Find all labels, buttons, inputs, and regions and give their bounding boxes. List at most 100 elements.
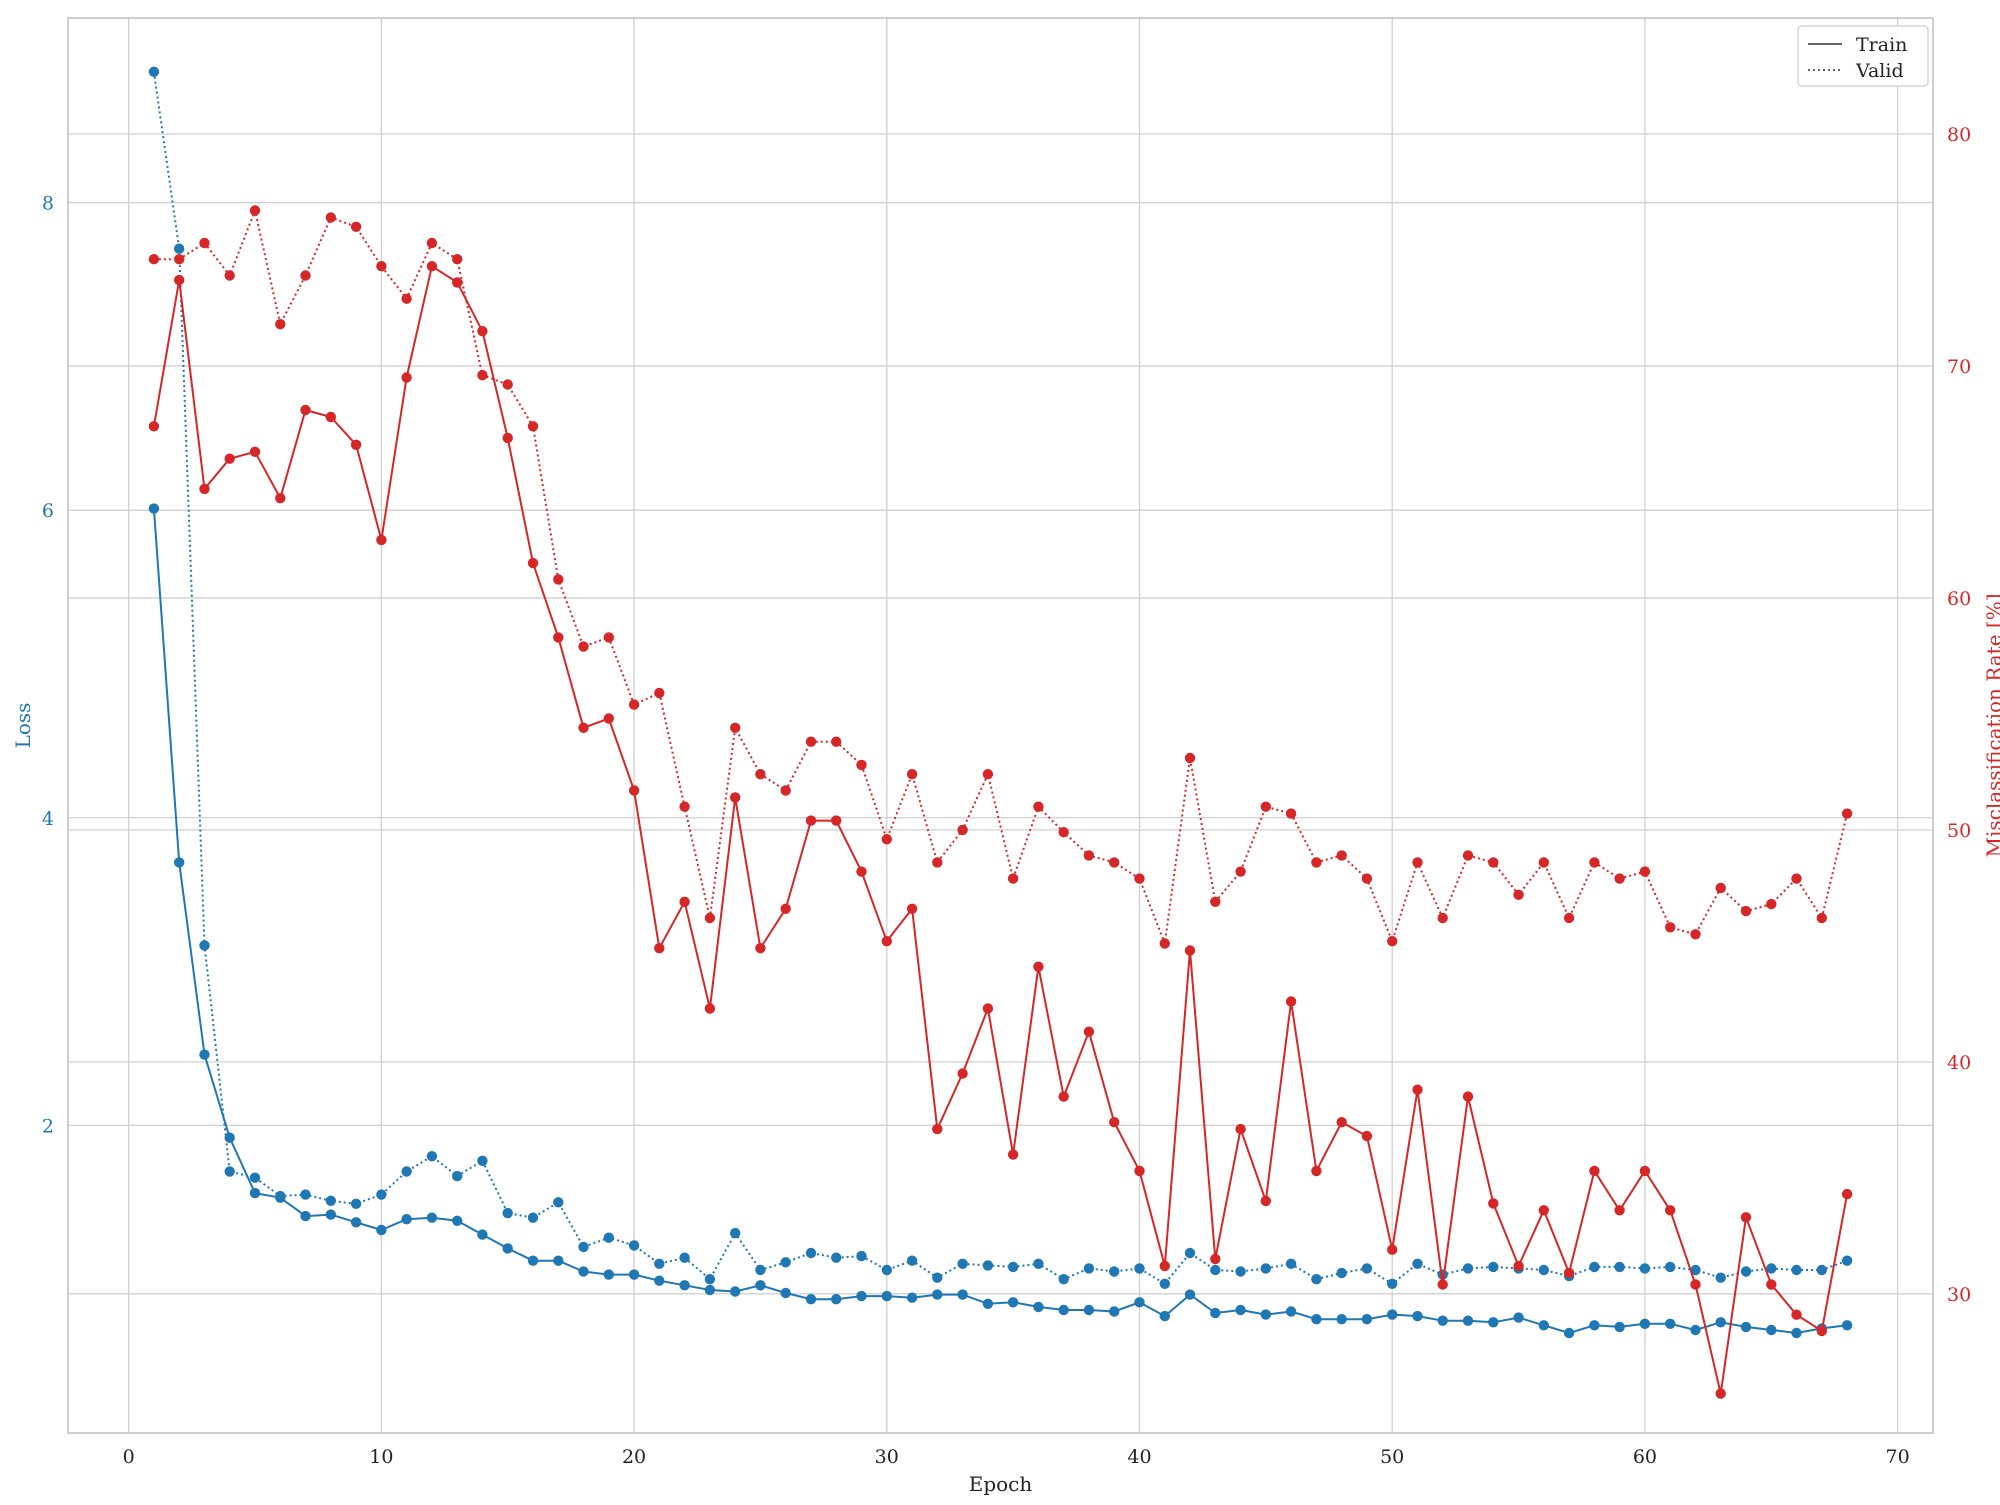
data-point-train-error xyxy=(1184,945,1196,956)
data-point-valid-loss xyxy=(1083,1263,1095,1274)
data-point-valid-loss xyxy=(932,1272,943,1283)
x-tick-label: 50 xyxy=(1380,1446,1404,1468)
data-point-train-loss xyxy=(1690,1324,1701,1336)
data-point-valid-loss xyxy=(376,1189,387,1200)
data-point-valid-error xyxy=(1841,808,1853,819)
data-point-valid-loss xyxy=(654,1258,665,1270)
data-point-valid-error xyxy=(1766,898,1777,910)
series-valid-loss xyxy=(148,66,1853,1290)
data-point-train-error xyxy=(553,632,564,643)
data-point-train-loss xyxy=(1311,1314,1322,1325)
grid-lines xyxy=(68,18,1933,1433)
data-point-train-error xyxy=(1210,1253,1221,1265)
data-point-train-loss xyxy=(1210,1307,1221,1319)
data-point-valid-error xyxy=(755,769,766,780)
data-point-valid-error xyxy=(426,237,438,249)
data-point-valid-loss xyxy=(1007,1261,1019,1273)
data-point-valid-loss xyxy=(1387,1278,1398,1290)
data-point-train-error xyxy=(1235,1123,1246,1135)
data-point-valid-loss xyxy=(1816,1264,1828,1276)
data-point-train-loss xyxy=(1412,1310,1423,1322)
data-point-valid-error xyxy=(1639,866,1651,877)
data-point-valid-error xyxy=(350,221,362,232)
data-point-valid-error xyxy=(1134,873,1145,884)
data-point-valid-loss xyxy=(1109,1266,1120,1277)
data-point-train-error xyxy=(224,453,235,464)
data-point-train-loss xyxy=(224,1132,235,1143)
data-point-valid-loss xyxy=(730,1227,741,1239)
data-point-valid-loss xyxy=(1311,1274,1322,1285)
data-point-train-loss xyxy=(603,1269,614,1280)
data-point-train-loss xyxy=(831,1294,842,1305)
data-point-train-error xyxy=(755,943,766,954)
data-point-train-loss xyxy=(553,1255,564,1266)
data-point-train-error xyxy=(1488,1198,1499,1209)
legend-label-train: Train xyxy=(1856,34,1907,56)
data-point-train-error xyxy=(831,815,842,826)
data-point-valid-error xyxy=(957,824,968,836)
data-point-valid-error xyxy=(982,769,994,780)
x-tick-label: 20 xyxy=(622,1446,646,1468)
data-point-train-loss xyxy=(1538,1320,1550,1331)
data-point-train-error xyxy=(1513,1260,1524,1272)
data-point-train-loss xyxy=(426,1212,438,1223)
data-point-valid-loss xyxy=(477,1155,488,1167)
data-point-train-loss xyxy=(174,857,185,868)
data-point-valid-error xyxy=(679,801,690,812)
data-point-valid-loss xyxy=(1210,1264,1221,1276)
data-point-train-loss xyxy=(1109,1306,1120,1317)
data-point-train-error xyxy=(982,1003,994,1014)
data-point-train-error xyxy=(1260,1195,1272,1207)
data-point-train-loss xyxy=(628,1269,640,1280)
data-point-valid-loss xyxy=(1412,1258,1423,1270)
data-point-train-error xyxy=(401,372,412,383)
data-point-valid-loss xyxy=(148,66,160,78)
data-point-valid-error xyxy=(1083,850,1095,861)
series-valid-error xyxy=(148,205,1853,949)
data-point-train-error xyxy=(805,815,817,826)
left-y-tick-label: 4 xyxy=(42,808,54,830)
data-point-train-error xyxy=(325,411,336,423)
data-point-train-loss xyxy=(1260,1309,1272,1320)
data-point-train-loss xyxy=(477,1229,488,1240)
data-point-valid-error xyxy=(1184,752,1196,764)
data-point-valid-loss xyxy=(1538,1264,1550,1276)
data-point-train-error xyxy=(249,446,261,457)
data-point-train-error xyxy=(1740,1212,1752,1223)
data-point-valid-loss xyxy=(881,1264,892,1276)
data-point-train-error xyxy=(1665,1205,1676,1216)
data-point-train-error xyxy=(578,722,589,733)
data-point-train-loss xyxy=(1184,1289,1196,1300)
data-point-train-error xyxy=(957,1068,968,1079)
data-point-train-error xyxy=(1412,1084,1423,1095)
data-point-train-loss xyxy=(1513,1312,1524,1323)
data-point-train-error xyxy=(1311,1165,1322,1177)
data-point-valid-loss xyxy=(527,1212,539,1223)
data-point-train-loss xyxy=(1715,1317,1726,1328)
data-point-valid-loss xyxy=(1665,1261,1676,1273)
data-point-train-loss xyxy=(527,1255,539,1266)
data-point-train-loss xyxy=(1766,1324,1777,1336)
data-point-train-loss xyxy=(932,1289,943,1300)
data-point-train-error xyxy=(426,261,438,272)
data-point-train-error xyxy=(1083,1026,1095,1037)
data-point-valid-loss xyxy=(1488,1261,1499,1273)
x-tick-label: 70 xyxy=(1886,1446,1910,1468)
data-point-valid-error xyxy=(1235,866,1246,877)
data-point-train-loss xyxy=(957,1289,968,1300)
data-point-valid-loss xyxy=(578,1241,589,1253)
data-point-valid-loss xyxy=(1361,1263,1373,1274)
data-point-train-error xyxy=(1563,1267,1575,1279)
data-point-train-loss xyxy=(1462,1315,1474,1326)
data-point-train-loss xyxy=(1614,1321,1625,1333)
data-point-train-loss xyxy=(401,1214,412,1225)
data-point-valid-loss xyxy=(679,1252,690,1263)
data-point-valid-error xyxy=(1033,801,1044,812)
legend: Train Valid xyxy=(1797,25,1929,87)
data-point-valid-loss xyxy=(1159,1278,1171,1290)
data-point-train-loss xyxy=(249,1187,261,1199)
data-point-valid-error xyxy=(856,759,867,771)
data-point-valid-error xyxy=(906,769,918,780)
